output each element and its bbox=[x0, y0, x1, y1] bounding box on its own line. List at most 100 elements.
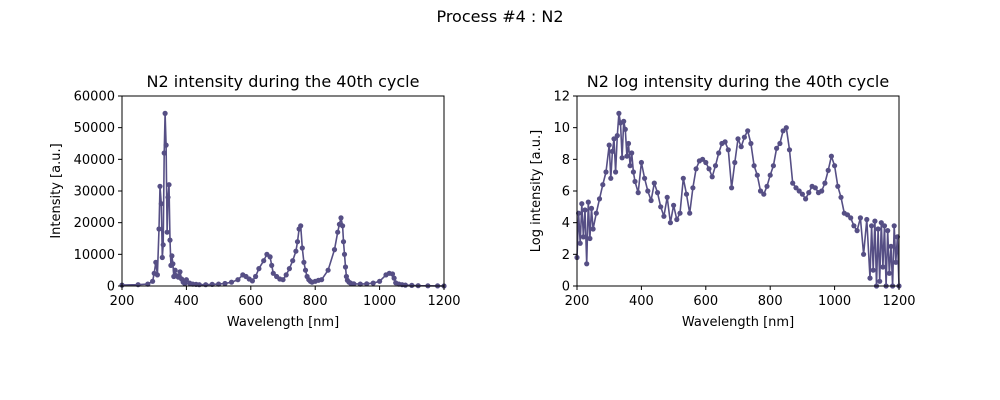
log-intensity-data-point bbox=[732, 159, 738, 166]
intensity-data-point bbox=[169, 253, 175, 259]
intensity-y-tick-label: 60000 bbox=[74, 90, 115, 105]
log-intensity-data-point bbox=[835, 183, 841, 189]
intensity-data-point bbox=[319, 277, 325, 283]
intensity-x-tick-label: 400 bbox=[174, 294, 199, 309]
log-intensity-data-point bbox=[642, 175, 648, 181]
log-intensity-data-point bbox=[803, 196, 809, 202]
log-intensity-x-tick-label: 600 bbox=[693, 294, 718, 309]
intensity-panel: N2 intensity during the 40th cycle Wavel… bbox=[49, 72, 461, 330]
log-intensity-data-point bbox=[885, 228, 891, 234]
log-intensity-data-point bbox=[875, 226, 881, 232]
log-intensity-data-point bbox=[870, 267, 876, 273]
log-intensity-panel: N2 log intensity during the 40th cycle W… bbox=[529, 72, 916, 330]
log-intensity-data-point bbox=[770, 163, 777, 169]
log-intensity-data-point bbox=[587, 235, 593, 242]
log-intensity-y-axis-label: Log intensity [a.u.] bbox=[529, 130, 544, 252]
intensity-y-tick-label: 10000 bbox=[74, 248, 115, 263]
log-intensity-data-point bbox=[609, 148, 616, 154]
log-intensity-data-point bbox=[584, 261, 590, 267]
log-intensity-y-tick-label: 8 bbox=[562, 153, 570, 168]
log-intensity-data-point bbox=[748, 140, 754, 147]
log-intensity-data-point bbox=[638, 159, 645, 166]
log-intensity-data-point bbox=[838, 194, 844, 200]
intensity-y-axis-label: Intensity [a.u.] bbox=[49, 143, 64, 238]
log-intensity-data-point bbox=[588, 205, 595, 211]
log-intensity-data-point bbox=[796, 188, 802, 194]
log-intensity-data-point bbox=[861, 251, 867, 257]
intensity-data-point bbox=[153, 259, 159, 265]
log-intensity-data-point bbox=[819, 188, 825, 194]
log-intensity-data-point bbox=[888, 243, 894, 249]
log-intensity-data-point bbox=[767, 172, 773, 178]
log-intensity-data-point bbox=[677, 210, 683, 216]
log-intensity-data-point bbox=[786, 147, 793, 153]
intensity-data-point bbox=[280, 277, 286, 283]
log-intensity-data-point bbox=[635, 190, 641, 196]
intensity-y-tick-label: 40000 bbox=[74, 153, 115, 168]
log-intensity-data-point bbox=[585, 199, 591, 205]
log-intensity-data-point bbox=[624, 153, 630, 159]
intensity-data-point bbox=[298, 223, 304, 229]
log-intensity-data-point bbox=[886, 270, 892, 276]
intensity-data-point bbox=[203, 282, 209, 288]
intensity-data-point bbox=[402, 282, 408, 288]
log-intensity-data-point bbox=[799, 191, 806, 197]
log-intensity-data-point bbox=[854, 228, 860, 234]
intensity-data-point bbox=[172, 267, 178, 273]
intensity-data-point bbox=[290, 258, 296, 264]
intensity-data-point bbox=[166, 182, 172, 188]
log-intensity-data-point bbox=[751, 163, 757, 169]
log-intensity-data-point bbox=[608, 175, 614, 181]
intensity-data-point bbox=[163, 142, 169, 148]
log-intensity-data-point bbox=[764, 183, 770, 189]
log-intensity-data-point bbox=[674, 216, 680, 223]
log-intensity-data-point bbox=[619, 155, 625, 161]
intensity-data-point bbox=[154, 272, 160, 278]
log-intensity-data-point bbox=[580, 234, 587, 240]
log-intensity-data-point bbox=[703, 159, 709, 166]
log-intensity-x-tick-label: 1000 bbox=[818, 294, 851, 309]
log-intensity-data-point bbox=[877, 278, 883, 284]
log-intensity-data-point bbox=[878, 220, 884, 226]
intensity-data-point bbox=[301, 259, 307, 265]
intensity-data-point bbox=[409, 282, 415, 288]
intensity-y-tick-label: 30000 bbox=[74, 185, 115, 200]
log-intensity-data-point bbox=[716, 150, 722, 156]
log-intensity-data-point bbox=[658, 204, 664, 210]
intensity-data-point bbox=[270, 270, 276, 276]
intensity-data-point bbox=[389, 271, 396, 277]
log-intensity-data-point bbox=[671, 202, 677, 208]
intensity-y-tick-label: 0 bbox=[107, 280, 115, 295]
intensity-panel-title: N2 intensity during the 40th cycle bbox=[147, 72, 420, 91]
intensity-data-point bbox=[340, 239, 347, 245]
log-intensity-data-point bbox=[783, 125, 789, 131]
log-intensity-data-point bbox=[603, 169, 609, 175]
intensity-x-tick-label: 1000 bbox=[363, 294, 396, 309]
intensity-data-point bbox=[341, 251, 348, 257]
log-intensity-data-point bbox=[777, 140, 783, 147]
log-intensity-data-point bbox=[893, 259, 899, 265]
log-intensity-data-point bbox=[735, 136, 741, 142]
intensity-data-point bbox=[261, 258, 267, 264]
intensity-series-markers bbox=[119, 110, 447, 289]
intensity-data-point bbox=[338, 215, 344, 221]
intensity-data-point bbox=[235, 277, 241, 283]
log-intensity-data-point bbox=[774, 145, 780, 151]
intensity-data-point bbox=[156, 226, 162, 232]
log-intensity-data-point bbox=[722, 139, 728, 145]
intensity-data-point bbox=[325, 267, 331, 273]
intensity-data-point bbox=[256, 266, 262, 272]
log-intensity-data-point bbox=[869, 223, 875, 229]
log-intensity-data-point bbox=[616, 110, 622, 116]
log-intensity-data-point bbox=[754, 172, 760, 178]
log-intensity-data-point bbox=[725, 147, 731, 153]
log-intensity-data-point bbox=[864, 216, 870, 223]
log-intensity-data-point bbox=[579, 201, 585, 207]
intensity-plot-area: 200 400 600 800 1000 1200 0 10000 20000 30000 4000… bbox=[74, 90, 461, 310]
intensity-data-point bbox=[216, 281, 222, 287]
log-intensity-data-point bbox=[793, 185, 799, 191]
log-intensity-data-point bbox=[881, 223, 888, 229]
intensity-x-tick-label: 800 bbox=[303, 294, 328, 309]
intensity-data-point bbox=[286, 266, 292, 272]
log-intensity-data-point bbox=[632, 178, 638, 185]
